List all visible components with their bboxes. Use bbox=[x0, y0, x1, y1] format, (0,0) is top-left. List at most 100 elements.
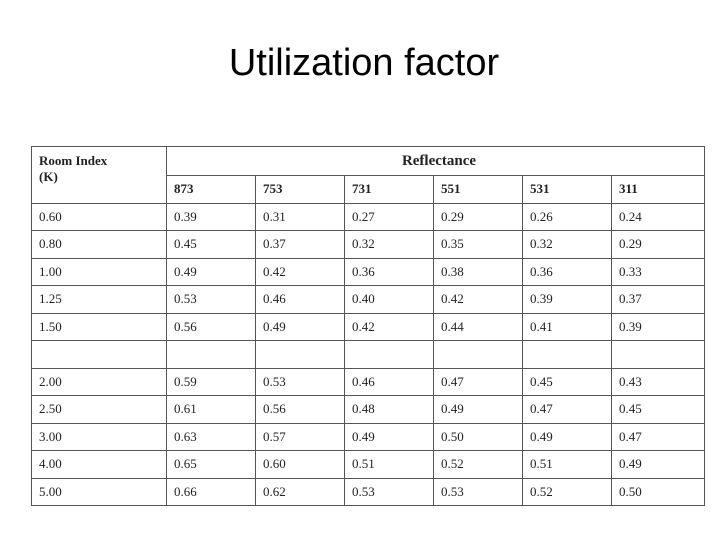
room-index-cell: 0.60 bbox=[31, 202, 167, 231]
data-row: 1.50 0.56 0.49 0.42 0.44 0.41 0.39 bbox=[31, 312, 705, 341]
value-cell: 0.32 bbox=[344, 230, 434, 259]
value-cell: 0.45 bbox=[522, 367, 612, 396]
value-cell: 0.46 bbox=[344, 367, 434, 396]
value-cell: 0.56 bbox=[255, 395, 345, 424]
value-cell: 0.42 bbox=[255, 257, 345, 286]
row-header-line: (K) bbox=[39, 169, 58, 184]
room-index-cell: 3.00 bbox=[31, 422, 167, 451]
value-cell: 0.45 bbox=[611, 395, 705, 424]
data-row: 3.00 0.63 0.57 0.49 0.50 0.49 0.47 bbox=[31, 422, 705, 451]
blank-cell bbox=[611, 340, 705, 369]
value-cell: 0.63 bbox=[166, 422, 256, 451]
room-index-cell: 2.00 bbox=[31, 367, 167, 396]
value-cell: 0.42 bbox=[344, 312, 434, 341]
value-cell: 0.29 bbox=[611, 230, 705, 259]
value-cell: 0.46 bbox=[255, 285, 345, 314]
value-cell: 0.53 bbox=[433, 477, 523, 506]
value-cell: 0.62 bbox=[255, 477, 345, 506]
value-cell: 0.47 bbox=[522, 395, 612, 424]
value-cell: 0.49 bbox=[166, 257, 256, 286]
value-cell: 0.29 bbox=[433, 202, 523, 231]
column-header: 753 bbox=[255, 175, 345, 204]
value-cell: 0.39 bbox=[166, 202, 256, 231]
room-index-cell: 5.00 bbox=[31, 477, 167, 506]
data-row: 5.00 0.66 0.62 0.53 0.53 0.52 0.50 bbox=[31, 477, 705, 506]
value-cell: 0.43 bbox=[611, 367, 705, 396]
row-header-line: Room Index bbox=[39, 153, 108, 168]
column-header: 551 bbox=[433, 175, 523, 204]
value-cell: 0.48 bbox=[344, 395, 434, 424]
room-index-cell: 0.80 bbox=[31, 230, 167, 259]
blank-cell bbox=[522, 340, 612, 369]
value-cell: 0.50 bbox=[433, 422, 523, 451]
value-cell: 0.26 bbox=[522, 202, 612, 231]
value-cell: 0.53 bbox=[344, 477, 434, 506]
value-cell: 0.59 bbox=[166, 367, 256, 396]
data-row: 0.60 0.39 0.31 0.27 0.29 0.26 0.24 bbox=[31, 202, 705, 231]
column-header: 311 bbox=[611, 175, 705, 204]
value-cell: 0.45 bbox=[166, 230, 256, 259]
value-cell: 0.47 bbox=[433, 367, 523, 396]
blank-cell bbox=[166, 340, 256, 369]
data-row: 1.00 0.49 0.42 0.36 0.38 0.36 0.33 bbox=[31, 257, 705, 286]
value-cell: 0.35 bbox=[433, 230, 523, 259]
value-cell: 0.65 bbox=[166, 450, 256, 479]
group-header: Reflectance bbox=[166, 146, 705, 176]
header-row: Room Index (K) Reflectance bbox=[31, 146, 705, 204]
value-cell: 0.51 bbox=[344, 450, 434, 479]
value-cell: 0.33 bbox=[611, 257, 705, 286]
data-row: 2.50 0.61 0.56 0.48 0.49 0.47 0.45 bbox=[31, 395, 705, 424]
value-cell: 0.53 bbox=[255, 367, 345, 396]
value-cell: 0.60 bbox=[255, 450, 345, 479]
value-cell: 0.41 bbox=[522, 312, 612, 341]
header-row: 873 753 731 551 531 311 bbox=[32, 175, 705, 204]
data-row: 0.80 0.45 0.37 0.32 0.35 0.32 0.29 bbox=[31, 230, 705, 259]
value-cell: 0.36 bbox=[344, 257, 434, 286]
blank-cell bbox=[255, 340, 345, 369]
value-cell: 0.49 bbox=[522, 422, 612, 451]
room-index-cell: 2.50 bbox=[31, 395, 167, 424]
blank-cell bbox=[31, 340, 167, 369]
value-cell: 0.31 bbox=[255, 202, 345, 231]
data-row: 2.00 0.59 0.53 0.46 0.47 0.45 0.43 bbox=[31, 367, 705, 396]
blank-cell bbox=[433, 340, 523, 369]
value-cell: 0.27 bbox=[344, 202, 434, 231]
slide-title: Utilization factor bbox=[228, 42, 500, 84]
row-header: Room Index (K) bbox=[31, 146, 167, 204]
room-index-cell: 1.00 bbox=[31, 257, 167, 286]
value-cell: 0.37 bbox=[611, 285, 705, 314]
blank-row bbox=[31, 340, 705, 369]
utilization-table: Room Index (K) Reflectance 873 753 731 551 531 3… bbox=[31, 146, 705, 506]
value-cell: 0.42 bbox=[433, 285, 523, 314]
value-cell: 0.50 bbox=[611, 477, 705, 506]
blank-cell bbox=[344, 340, 434, 369]
value-cell: 0.49 bbox=[611, 450, 705, 479]
data-row: 4.00 0.65 0.60 0.51 0.52 0.51 0.49 bbox=[31, 450, 705, 479]
value-cell: 0.66 bbox=[166, 477, 256, 506]
room-index-cell: 1.25 bbox=[31, 285, 167, 314]
value-cell: 0.39 bbox=[522, 285, 612, 314]
value-cell: 0.57 bbox=[255, 422, 345, 451]
column-header: 873 bbox=[166, 175, 256, 204]
value-cell: 0.52 bbox=[433, 450, 523, 479]
column-header: 531 bbox=[522, 175, 612, 204]
room-index-cell: 1.50 bbox=[31, 312, 167, 341]
value-cell: 0.24 bbox=[611, 202, 705, 231]
value-cell: 0.51 bbox=[522, 450, 612, 479]
column-header: 731 bbox=[344, 175, 434, 204]
data-row: 1.25 0.53 0.46 0.40 0.42 0.39 0.37 bbox=[31, 285, 705, 314]
value-cell: 0.38 bbox=[433, 257, 523, 286]
value-cell: 0.56 bbox=[166, 312, 256, 341]
value-cell: 0.39 bbox=[611, 312, 705, 341]
value-cell: 0.49 bbox=[255, 312, 345, 341]
value-cell: 0.44 bbox=[433, 312, 523, 341]
value-cell: 0.61 bbox=[166, 395, 256, 424]
value-cell: 0.37 bbox=[255, 230, 345, 259]
value-cell: 0.53 bbox=[166, 285, 256, 314]
room-index-cell: 4.00 bbox=[31, 450, 167, 479]
value-cell: 0.49 bbox=[433, 395, 523, 424]
value-cell: 0.47 bbox=[611, 422, 705, 451]
value-cell: 0.40 bbox=[344, 285, 434, 314]
value-cell: 0.32 bbox=[522, 230, 612, 259]
